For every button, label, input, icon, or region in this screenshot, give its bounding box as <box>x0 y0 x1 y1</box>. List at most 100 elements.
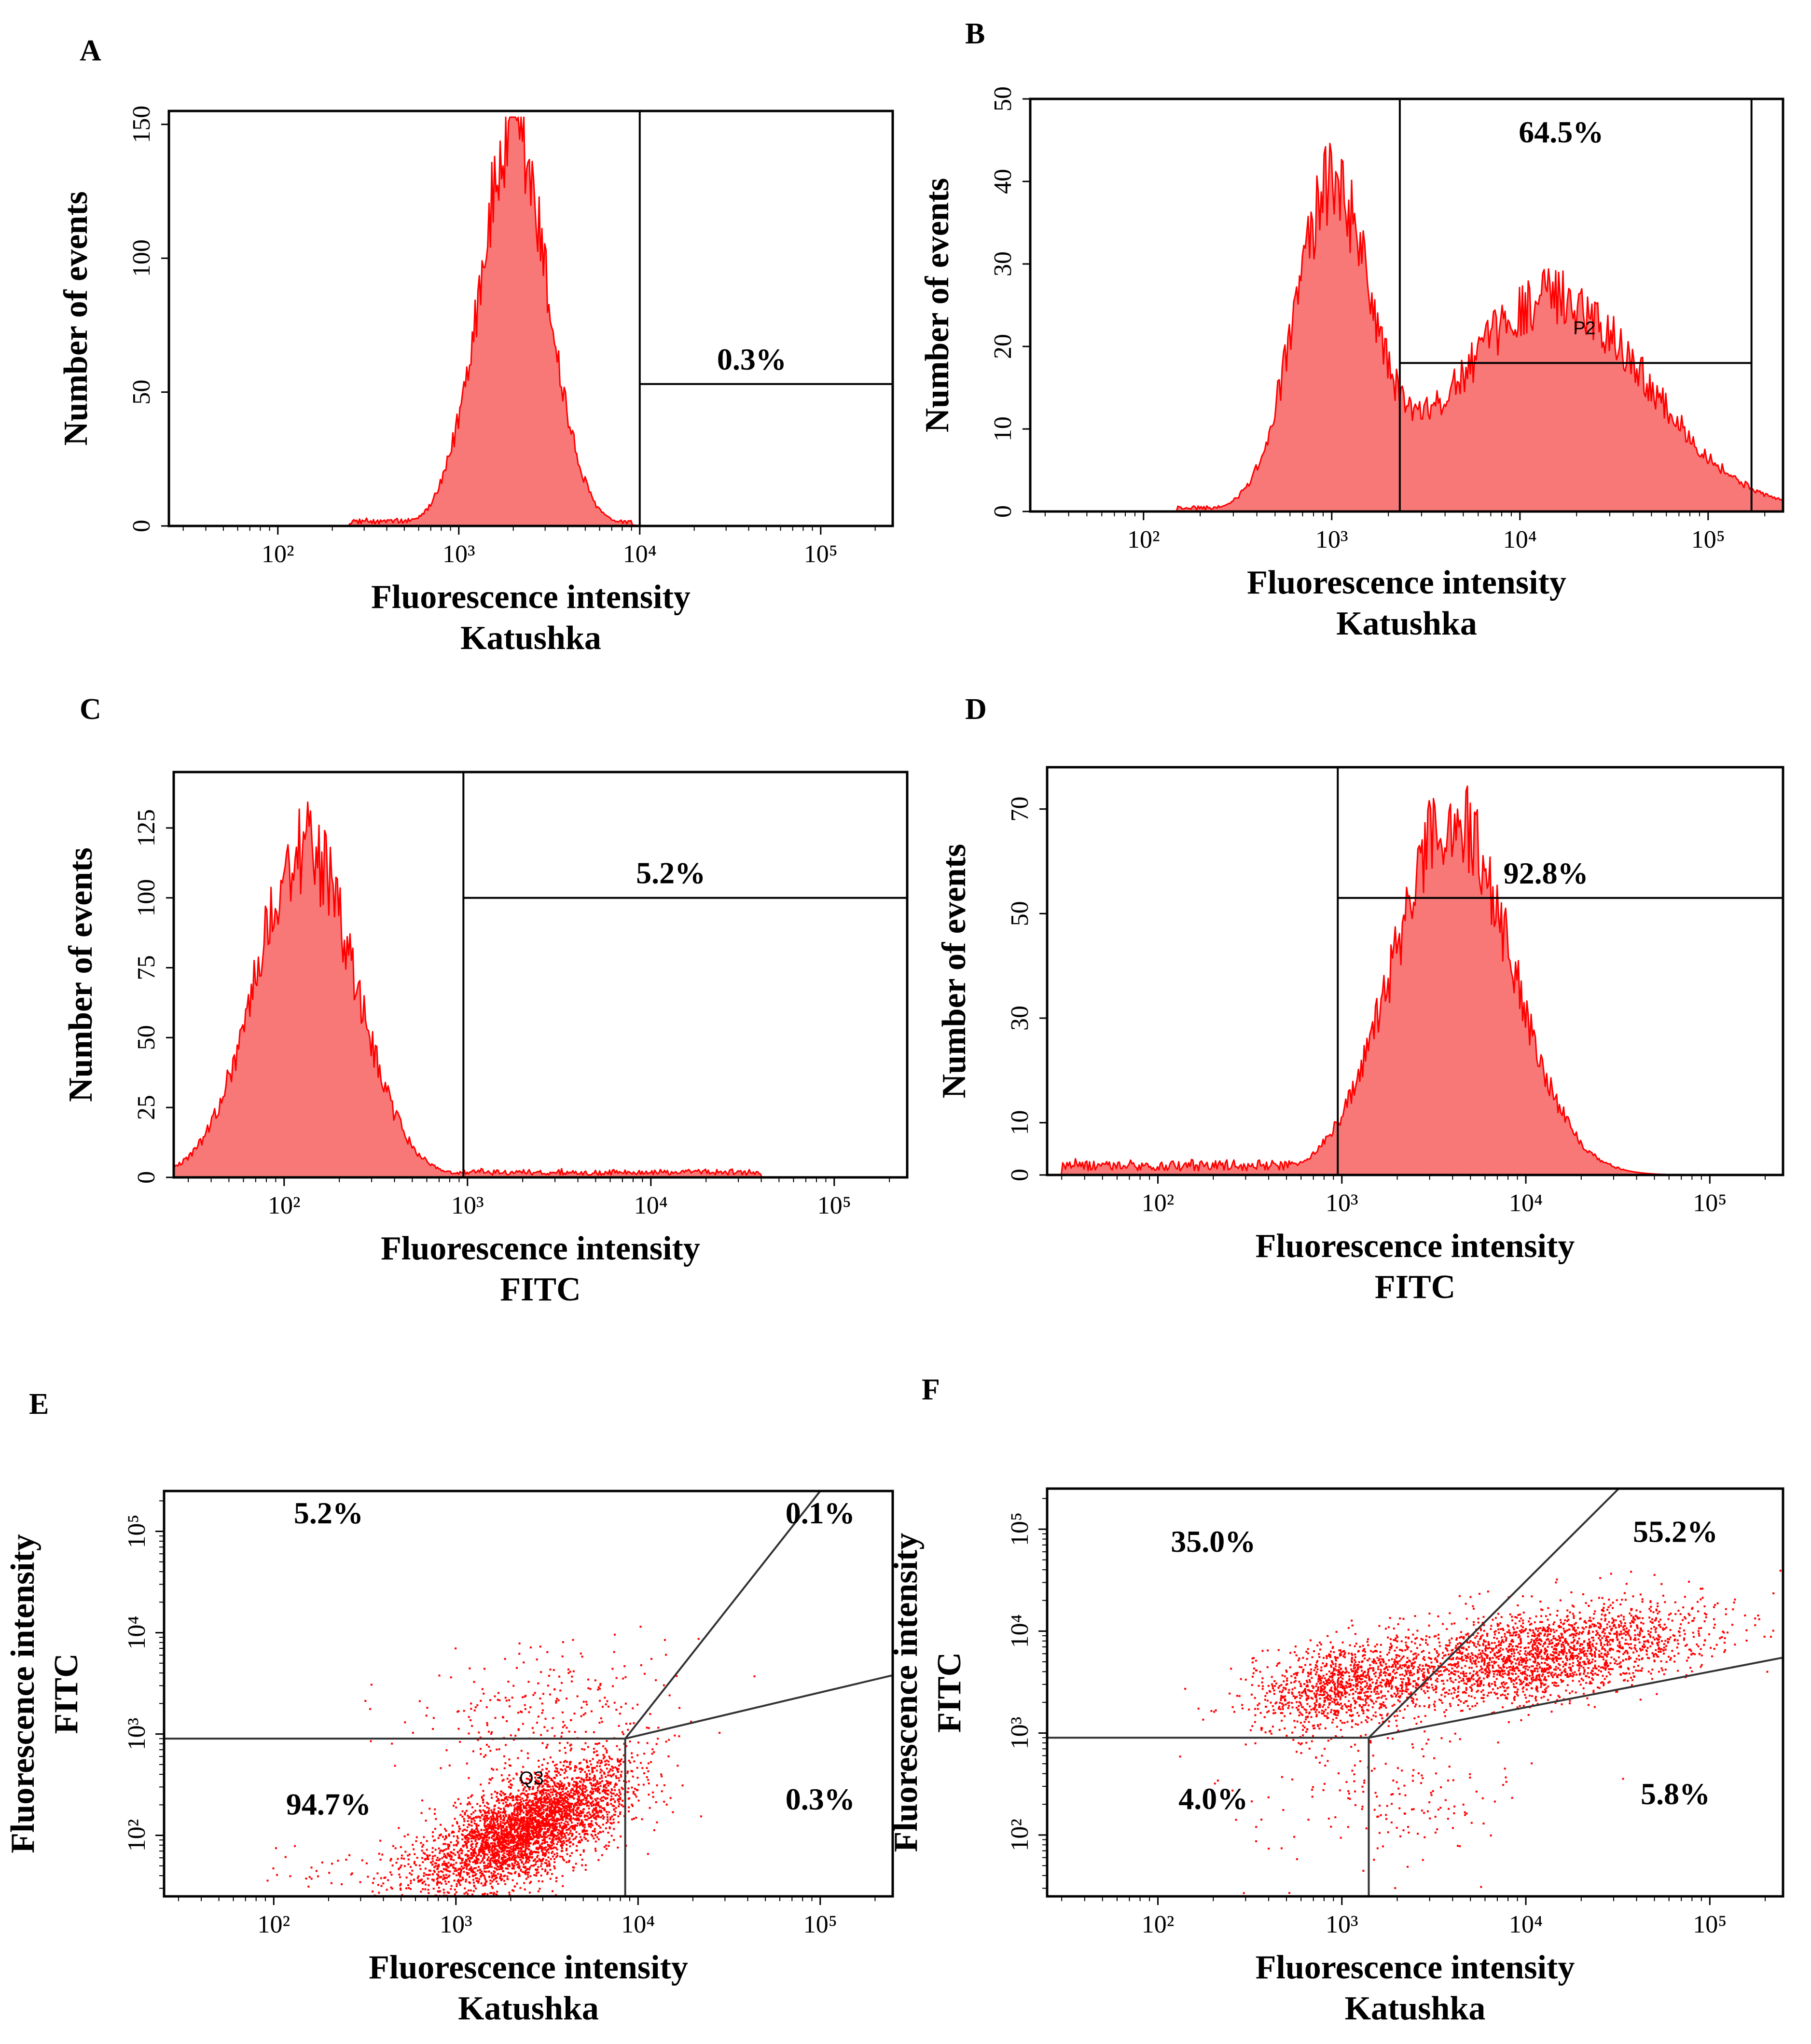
scatter-point <box>517 1815 519 1817</box>
scatter-point <box>665 1803 668 1806</box>
scatter-point <box>655 1801 657 1803</box>
scatter-point <box>477 1835 480 1837</box>
scatter-point <box>499 1808 502 1810</box>
scatter-point <box>571 1827 574 1830</box>
scatter-point <box>473 1829 476 1832</box>
scatter-point <box>482 1837 484 1840</box>
scatter-point <box>479 1869 481 1871</box>
scatter-point <box>1312 1725 1314 1727</box>
scatter-point <box>446 1852 449 1855</box>
scatter-point <box>1380 1671 1382 1673</box>
scatter-point <box>506 1778 509 1780</box>
scatter-point <box>498 1846 501 1848</box>
scatter-point <box>512 1818 514 1820</box>
scatter-point <box>548 1810 551 1812</box>
scatter-point <box>499 1793 501 1795</box>
scatter-point <box>1341 1674 1343 1676</box>
scatter-point <box>1414 1705 1416 1708</box>
scatter-point <box>594 1679 596 1682</box>
scatter-point <box>1353 1675 1355 1678</box>
scatter-point <box>537 1807 539 1809</box>
scatter-point <box>438 1864 440 1866</box>
scatter-point <box>651 1748 654 1751</box>
scatter-point <box>571 1803 573 1805</box>
scatter-point <box>576 1791 578 1794</box>
scatter-point <box>521 1711 523 1713</box>
scatter-point <box>373 1878 375 1880</box>
scatter-point <box>536 1824 539 1826</box>
scatter-point <box>521 1838 523 1840</box>
scatter-point <box>560 1845 563 1847</box>
scatter-point <box>599 1687 601 1690</box>
scatter-point <box>520 1854 523 1857</box>
scatter-point <box>498 1855 500 1858</box>
scatter-point <box>266 1879 269 1882</box>
scatter-point <box>566 1761 568 1763</box>
scatter-point <box>438 1847 440 1850</box>
scatter-point <box>613 1701 616 1704</box>
scatter-point <box>592 1830 594 1832</box>
scatter-point <box>631 1818 633 1821</box>
scatter-point <box>613 1828 615 1830</box>
scatter-point <box>467 1840 470 1843</box>
scatter-point <box>496 1821 498 1823</box>
scatter-point <box>536 1722 538 1724</box>
scatter-point <box>606 1751 608 1754</box>
scatter-point <box>563 1777 566 1780</box>
scatter-point <box>517 1852 520 1854</box>
scatter-point <box>539 1799 541 1801</box>
scatter-point <box>484 1810 486 1812</box>
scatter-point <box>551 1824 553 1826</box>
scatter-point <box>528 1868 530 1871</box>
scatter-point <box>492 1825 494 1827</box>
scatter-point <box>439 1881 442 1884</box>
scatter-point <box>503 1879 505 1882</box>
scatter-point <box>491 1827 493 1829</box>
scatter-point <box>499 1818 502 1820</box>
scatter-point <box>1272 1726 1274 1728</box>
scatter-point <box>547 1831 549 1833</box>
scatter-point <box>1365 1691 1368 1693</box>
scatter-point <box>542 1822 545 1824</box>
scatter-point <box>595 1811 597 1814</box>
scatter-point <box>1340 1691 1342 1693</box>
scatter-point <box>1410 1650 1412 1653</box>
scatter-point <box>466 1837 468 1839</box>
scatter-point <box>500 1829 503 1832</box>
scatter-point <box>578 1804 581 1806</box>
scatter-point <box>1340 1702 1342 1705</box>
scatter-point <box>518 1820 520 1822</box>
scatter-point <box>641 1767 644 1769</box>
scatter-point <box>591 1793 593 1795</box>
scatter-point <box>461 1838 464 1840</box>
scatter-point <box>518 1840 520 1842</box>
scatter-point <box>512 1865 515 1868</box>
scatter-point <box>475 1845 477 1848</box>
scatter-point <box>549 1785 551 1788</box>
scatter-point <box>528 1800 530 1803</box>
scatter-point <box>537 1815 539 1817</box>
scatter-point <box>490 1809 493 1811</box>
scatter-point <box>566 1793 568 1795</box>
scatter-point <box>570 1805 572 1808</box>
scatter-point <box>468 1777 470 1779</box>
scatter-point <box>607 1781 609 1783</box>
y-tick-label: 10 <box>989 416 1017 442</box>
scatter-point <box>553 1788 554 1790</box>
scatter-point <box>496 1827 498 1829</box>
scatter-point <box>550 1841 552 1843</box>
scatter-point <box>502 1819 504 1822</box>
scatter-point <box>529 1818 531 1821</box>
scatter-point <box>546 1822 549 1824</box>
scatter-point <box>1265 1706 1267 1708</box>
scatter-point <box>407 1834 409 1836</box>
scatter-point <box>1339 1649 1341 1651</box>
scatter-point <box>569 1810 572 1813</box>
scatter-point <box>574 1837 577 1839</box>
scatter-point <box>478 1731 480 1734</box>
scatter-point <box>566 1796 568 1799</box>
scatter-point <box>434 1828 436 1830</box>
scatter-point <box>663 1684 665 1686</box>
scatter-point <box>465 1864 468 1866</box>
